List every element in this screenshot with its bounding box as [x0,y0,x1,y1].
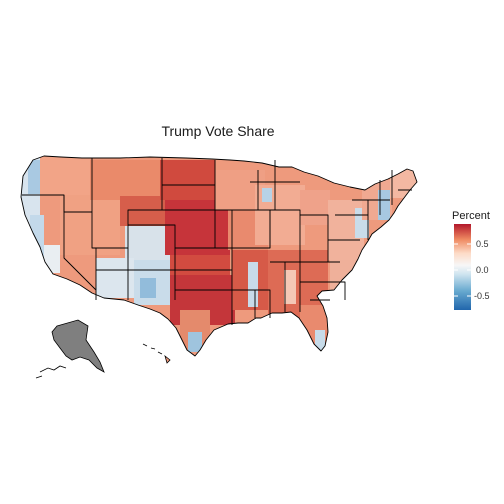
legend-ticks [454,243,471,297]
county-region [44,245,60,273]
state-border-line [270,261,301,312]
county-region [28,160,42,194]
county-region [40,156,90,195]
state-borders [22,158,412,325]
county-region [330,260,370,290]
county-region [188,332,202,352]
county-region [300,190,330,225]
county-region [140,278,156,298]
alaska-islands [35,365,67,379]
legend-tick-label: 0.0 [476,265,489,275]
state-border-line [300,281,346,301]
county-region [160,160,215,200]
state-border-line [250,160,300,210]
legend-tick-label: -0.5 [474,291,490,301]
state-border-line [269,209,340,263]
county-region [284,270,296,304]
hawaii-islands [142,343,171,364]
state-border-line [95,248,175,300]
legend-title: Percent [452,210,490,222]
county-region [248,262,258,307]
state-border-line [91,158,163,249]
state-border-line [162,184,232,211]
state-border-line [335,199,390,240]
map-title: Trump Vote Share [161,123,274,139]
county-region [120,196,170,226]
hawaii-region [142,343,171,364]
legend-color-bar [454,224,471,310]
legend-tick-label: 0.5 [476,239,489,249]
state-border-line [232,289,271,318]
county-region [170,255,230,275]
state-border-line [128,224,176,300]
county-region [315,330,325,350]
county-region [90,160,160,200]
state-border-line [300,214,360,262]
county-region [30,215,44,270]
county-region [378,190,390,220]
legend: Percent 0.5 0.0 -0.5 [452,210,490,310]
county-region [60,195,120,255]
alaska-region [35,319,105,379]
state-border-line [379,170,412,215]
state-border-line [63,195,97,291]
county-region [262,188,272,202]
alaska-shape [51,319,105,373]
